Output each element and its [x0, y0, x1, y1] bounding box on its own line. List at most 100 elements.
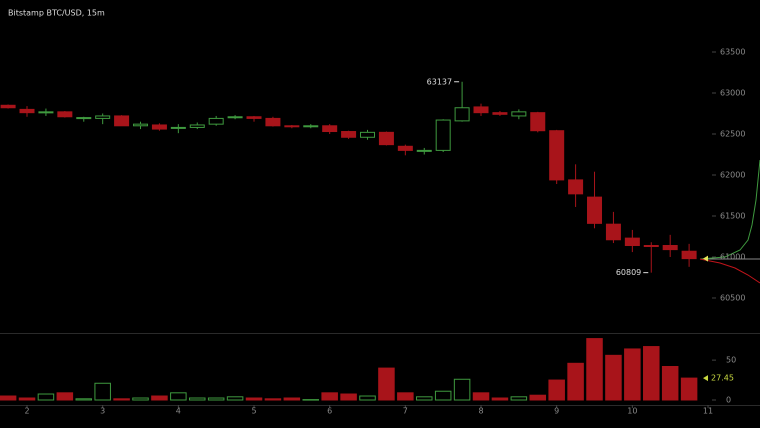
- volume-bar: [548, 379, 565, 401]
- x-tick-label: 2: [24, 407, 29, 416]
- candle-body: [246, 116, 262, 119]
- candle-body: [170, 126, 186, 129]
- volume-bar: [321, 392, 338, 401]
- volume-bar: [264, 398, 282, 401]
- candle-body: [435, 119, 451, 151]
- volume-bar: [491, 397, 509, 401]
- extreme-label: 60809: [616, 268, 641, 277]
- y-tick-label: 62500: [720, 129, 745, 138]
- candle-body: [189, 124, 205, 128]
- chart-title: Bitstamp BTC/USD, 15m: [8, 9, 105, 18]
- volume-bar: [18, 397, 36, 401]
- candle-body: [19, 108, 35, 114]
- volume-bar: [416, 396, 433, 401]
- candle-body: [605, 223, 621, 241]
- volume-bar: [170, 392, 187, 401]
- candle-body: [322, 125, 338, 133]
- volume-bar: [189, 397, 206, 401]
- y-tick-label: 63500: [720, 47, 745, 56]
- volume-bar: [605, 354, 622, 401]
- volume-bar: [397, 392, 414, 401]
- candle-body: [416, 149, 432, 152]
- depth-bids: [699, 159, 760, 260]
- volume-bar: [567, 362, 584, 401]
- volume-bar: [378, 367, 395, 401]
- volume-bar: [0, 395, 17, 401]
- candle-body: [133, 123, 149, 127]
- volume-bar: [302, 399, 320, 401]
- volume-bar: [340, 393, 357, 401]
- candle-body: [587, 196, 603, 224]
- candle-body: [681, 250, 697, 260]
- y-tick-label: 61000: [720, 252, 745, 261]
- volume-bar: [283, 397, 301, 401]
- candle-body: [114, 115, 130, 127]
- candle-body: [341, 131, 357, 138]
- candle-body: [0, 104, 16, 109]
- volume-bar: [359, 395, 376, 401]
- x-tick-label: 6: [327, 407, 332, 416]
- y-tick-label: 50: [726, 356, 736, 365]
- y-tick-label: 60500: [720, 293, 745, 302]
- volume-bar: [37, 393, 55, 401]
- y-tick-label: 63000: [720, 88, 745, 97]
- x-tick-label: 10: [627, 407, 637, 416]
- y-tick-label: 0: [726, 396, 731, 405]
- candle-body: [662, 245, 678, 251]
- candle-body: [208, 117, 224, 125]
- candle-body: [643, 245, 659, 248]
- volume-bar: [680, 377, 698, 401]
- x-tick-label: 7: [403, 407, 408, 416]
- candle-body: [397, 145, 413, 151]
- volume-bar: [624, 348, 641, 401]
- candle-body: [284, 125, 300, 128]
- candle-body: [360, 131, 376, 138]
- candle-body: [454, 107, 470, 122]
- y-tick-label: 62000: [720, 170, 745, 179]
- x-tick-label: 4: [176, 407, 181, 416]
- x-tick-label: 11: [703, 407, 713, 416]
- candle-body: [227, 116, 243, 119]
- volume-bar: [75, 398, 93, 401]
- volume-bar: [132, 397, 149, 401]
- candle-body: [568, 179, 584, 195]
- candle-body: [265, 117, 281, 127]
- candle-body: [530, 112, 546, 132]
- last-price-marker: [703, 255, 708, 262]
- depth-asks: [699, 258, 760, 284]
- volume-bar: [151, 395, 168, 401]
- volume-bar: [529, 394, 547, 401]
- candle-body: [57, 111, 73, 118]
- volume-bar: [510, 396, 528, 401]
- volume-bar: [56, 392, 74, 401]
- volume-bar: [226, 396, 244, 401]
- x-tick-label: 3: [100, 407, 105, 416]
- volume-bar: [207, 397, 225, 401]
- x-tick-label: 8: [478, 407, 483, 416]
- x-tick-label: 5: [251, 407, 256, 416]
- extreme-label: 63137: [427, 77, 452, 86]
- candle-body: [549, 130, 565, 181]
- volume-bar: [434, 390, 452, 401]
- candle-body: [95, 115, 111, 119]
- volume-bar: [472, 392, 490, 401]
- volume-bar: [643, 346, 660, 401]
- candle-body: [303, 125, 319, 128]
- candle-body: [624, 237, 640, 247]
- x-tick-label: 9: [554, 407, 559, 416]
- volume-bar: [94, 382, 111, 401]
- volume-bar: [453, 378, 471, 401]
- candle-body: [38, 111, 54, 114]
- volume-bar: [245, 397, 263, 401]
- last-volume-marker: [703, 375, 708, 382]
- candle-body: [76, 117, 92, 120]
- volume-bar: [113, 398, 130, 401]
- volume-bar: [586, 338, 603, 401]
- volume-bar: [661, 366, 679, 401]
- y-tick-label: 61500: [720, 211, 745, 220]
- candle-body: [511, 111, 527, 117]
- candle-body: [378, 131, 394, 146]
- last-volume-label: 27.45: [711, 374, 734, 383]
